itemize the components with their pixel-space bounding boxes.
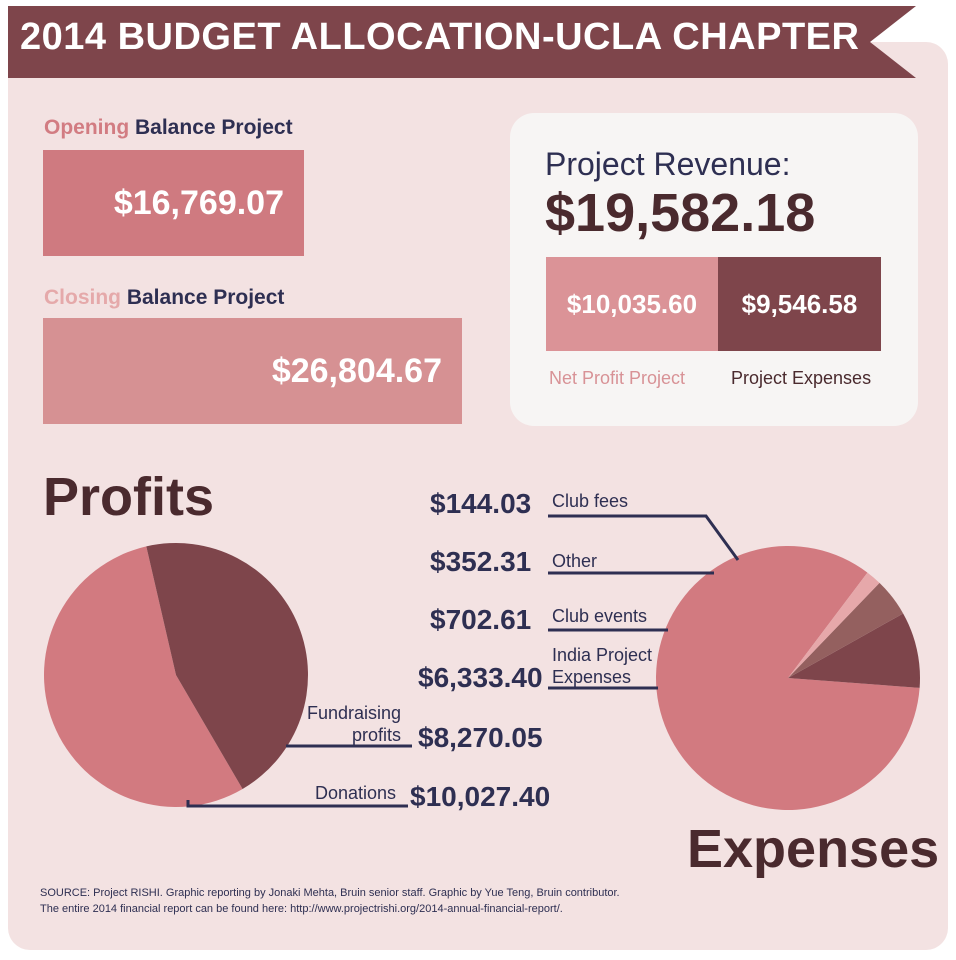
fundraising-label-line2: profits xyxy=(352,725,402,745)
project-expenses-value: $9,546.58 xyxy=(718,257,881,351)
closing-balance-value: $26,804.67 xyxy=(43,318,462,424)
pie-slice-donations xyxy=(44,546,243,807)
club-fees-value: $144.03 xyxy=(430,488,532,519)
pie-slice-india-project-expenses xyxy=(656,546,920,811)
revenue-label: Project Revenue: xyxy=(545,146,791,182)
project-expenses-label: Project Expenses xyxy=(731,368,872,388)
other-value: $352.31 xyxy=(430,546,532,577)
source-line-2: The entire 2014 financial report can be … xyxy=(40,903,563,915)
page-title: 2014 BUDGET ALLOCATION-UCLA CHAPTER xyxy=(20,16,860,58)
expenses-title: Expenses xyxy=(687,819,940,879)
club-fees-label: Club fees xyxy=(552,491,629,511)
pie-slice-club-fees xyxy=(788,572,880,678)
net-profit-label: Net Profit Project xyxy=(549,368,686,388)
pie-slice-other xyxy=(788,582,904,678)
profits-title: Profits xyxy=(43,467,215,527)
club-events-label: Club events xyxy=(552,606,648,626)
india-value: $6,333.40 xyxy=(418,662,543,693)
club-events-value: $702.61 xyxy=(430,604,532,635)
india-label-line2: Expenses xyxy=(552,667,632,687)
india-label-line1: India Project xyxy=(552,645,653,665)
closing-balance-label: Closing Balance Project xyxy=(44,286,285,309)
leader-line-donations xyxy=(186,800,408,808)
fundraising-value: $8,270.05 xyxy=(418,722,543,753)
revenue-value: $19,582.18 xyxy=(545,183,816,243)
fundraising-label-line1: Fundraising xyxy=(307,703,402,723)
title-banner xyxy=(8,6,916,78)
expenses-pie xyxy=(656,546,920,811)
leader-line-club-fees xyxy=(548,514,740,561)
net-profit-value: $10,035.60 xyxy=(546,257,718,351)
source-line-1: SOURCE: Project RISHI. Graphic reporting… xyxy=(40,887,620,899)
donations-value: $10,027.40 xyxy=(410,781,551,812)
donations-label: Donations xyxy=(315,783,397,803)
other-label: Other xyxy=(552,551,598,571)
opening-balance-value: $16,769.07 xyxy=(43,150,304,256)
source-note: SOURCE: Project RISHI. Graphic reporting… xyxy=(40,885,620,917)
opening-balance-label: Opening Balance Project xyxy=(44,116,293,139)
profits-pie xyxy=(44,543,309,807)
pie-slice-fundraising-profits xyxy=(146,543,309,789)
pie-slice-club-events xyxy=(788,613,920,688)
